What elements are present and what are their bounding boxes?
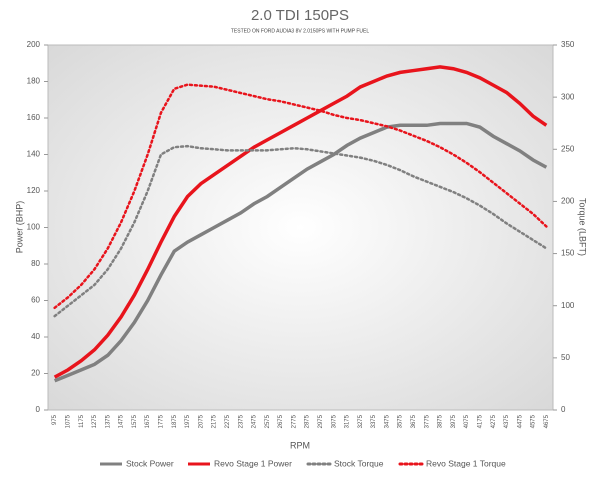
x-tick-label: 975	[52, 414, 58, 425]
x-tick-label: 4475	[517, 414, 523, 428]
x-tick-label: 2275	[225, 414, 231, 428]
x-tick-label: 2175	[212, 414, 218, 428]
x-tick-label: 4575	[531, 414, 537, 428]
y-tick-label: 160	[27, 113, 41, 122]
x-tick-label: 4175	[477, 414, 483, 428]
chart-title: 2.0 TDI 150PS	[251, 7, 349, 24]
x-tick-label: 1975	[185, 414, 191, 428]
x-tick-label: 1875	[172, 414, 178, 428]
chart-subtitle: TESTED ON FORD AUDIA3 8V 2.0150PS WITH P…	[231, 28, 369, 34]
x-tick-label: 1075	[66, 414, 72, 428]
y-axis-label: Power (BHP)	[14, 201, 24, 254]
x-tick-label: 3275	[358, 414, 364, 428]
y-tick-label: 140	[27, 150, 41, 159]
y-tick-label: 0	[36, 405, 41, 414]
y2-axis-label: Torque (LBFT)	[578, 198, 588, 256]
x-axis-label: RPM	[290, 440, 310, 450]
plot-area	[47, 44, 554, 411]
x-tick-label: 2775	[291, 414, 297, 428]
y-tick-label: 20	[31, 369, 40, 378]
x-tick-label: 1275	[92, 414, 98, 428]
x-tick-label: 2075	[198, 414, 204, 428]
x-tick-label: 1375	[105, 414, 111, 428]
x-tick-label: 3975	[451, 414, 457, 428]
y-tick-label: 200	[27, 40, 41, 49]
x-tick-label: 3075	[331, 414, 337, 428]
x-tick-label: 1675	[145, 414, 151, 428]
x-tick-label: 1775	[159, 414, 165, 428]
y2-tick-label: 200	[561, 197, 575, 206]
x-tick-label: 3875	[438, 414, 444, 428]
y2-tick-label: 300	[561, 92, 575, 101]
y2-tick-label: 100	[561, 301, 575, 310]
x-tick-label: 2675	[278, 414, 284, 428]
y-tick-label: 60	[31, 296, 40, 305]
x-tick-label: 4075	[464, 414, 470, 428]
series-line	[53, 65, 548, 379]
x-tick-label: 3675	[411, 414, 417, 428]
x-tick-label: 3575	[398, 414, 404, 428]
y-tick-label: 120	[27, 186, 41, 195]
x-tick-label: 4275	[491, 414, 497, 428]
x-tick-label: 3375	[371, 414, 377, 428]
x-tick-label: 3175	[345, 414, 351, 428]
x-tick-label: 4675	[544, 414, 550, 428]
y-tick-label: 40	[31, 332, 40, 341]
x-tick-label: 2375	[238, 414, 244, 428]
x-tick-label: 2975	[318, 414, 324, 428]
y-tick-label: 80	[31, 259, 40, 268]
x-tick-label: 3475	[384, 414, 390, 428]
x-tick-label: 1475	[119, 414, 125, 428]
y2-tick-label: 50	[561, 353, 570, 362]
y-tick-label: 100	[27, 223, 41, 232]
x-tick-label: 2875	[305, 414, 311, 428]
x-tick-label: 3775	[424, 414, 430, 428]
y2-tick-label: 150	[561, 249, 575, 258]
x-tick-label: 1175	[79, 414, 85, 428]
y2-tick-label: 350	[561, 40, 575, 49]
y2-tick-label: 0	[561, 405, 566, 414]
series-line	[53, 121, 548, 383]
y-tick-label: 180	[27, 77, 41, 86]
x-tick-label: 2475	[252, 414, 258, 428]
series-line	[53, 83, 548, 310]
legend-label: Stock Power	[126, 458, 174, 468]
legend-label: Revo Stage 1 Torque	[426, 458, 506, 468]
legend-label: Stock Torque	[334, 458, 384, 468]
series-line	[53, 144, 548, 318]
x-tick-label: 4375	[504, 414, 510, 428]
y2-tick-label: 250	[561, 144, 575, 153]
legend-label: Revo Stage 1 Power	[214, 458, 292, 468]
x-tick-label: 1575	[132, 414, 138, 428]
x-tick-label: 2575	[265, 414, 271, 428]
